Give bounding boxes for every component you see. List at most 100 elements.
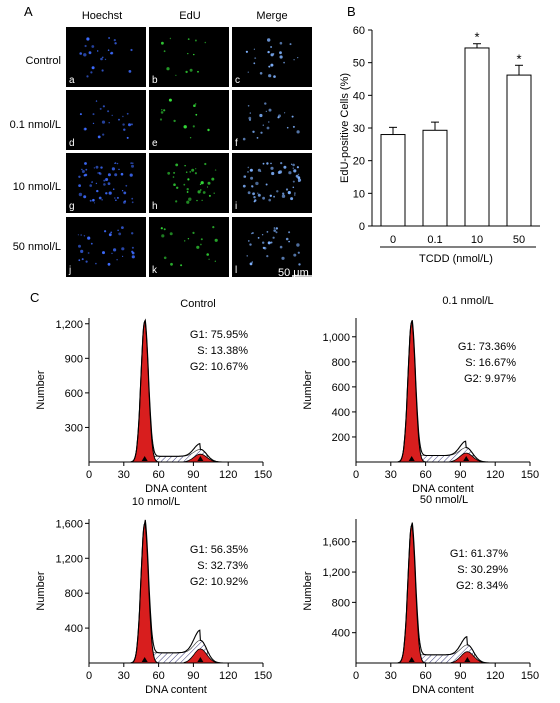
cell-speckle bbox=[270, 241, 273, 244]
cell-speckle bbox=[103, 183, 106, 186]
phase-stat: S: 30.29% bbox=[457, 564, 508, 576]
cell-speckle bbox=[270, 166, 274, 170]
micro-tile bbox=[232, 153, 312, 213]
cell-speckle bbox=[252, 192, 256, 196]
cell-speckle bbox=[259, 72, 263, 75]
cell-speckle bbox=[114, 197, 116, 199]
cell-speckle bbox=[256, 137, 259, 139]
cell-speckle bbox=[257, 192, 259, 194]
cell-speckle bbox=[257, 193, 261, 197]
cell-speckle bbox=[93, 167, 96, 169]
cell-speckle bbox=[81, 170, 85, 173]
phase-stat: G2: 9.97% bbox=[464, 373, 516, 385]
cell-speckle bbox=[291, 163, 293, 165]
cell-speckle bbox=[163, 256, 167, 260]
x-tick-label: 120 bbox=[219, 469, 237, 481]
cell-speckle bbox=[121, 190, 124, 192]
cell-speckle bbox=[122, 255, 124, 257]
cell-speckle bbox=[86, 75, 89, 78]
cell-speckle bbox=[105, 192, 108, 195]
row-label-0-1: 0.1 nmol/L bbox=[10, 119, 61, 131]
cell-speckle bbox=[293, 169, 297, 173]
x-tick-label: 30 bbox=[118, 469, 130, 481]
cell-speckle bbox=[107, 49, 110, 51]
cell-speckle bbox=[204, 162, 207, 166]
y-axis-label: EdU-positive Cells (%) bbox=[339, 73, 351, 183]
x-tick-label: 150 bbox=[521, 469, 539, 481]
cell-speckle bbox=[292, 163, 295, 167]
cell-speckle bbox=[77, 234, 79, 236]
cell-speckle bbox=[118, 168, 120, 171]
cell-speckle bbox=[176, 186, 179, 189]
tile-letter: d bbox=[69, 138, 75, 149]
cell-speckle bbox=[114, 173, 118, 177]
cell-speckle bbox=[132, 162, 134, 164]
y-tick-label: 200 bbox=[332, 432, 350, 444]
cell-speckle bbox=[131, 164, 134, 168]
cell-speckle bbox=[279, 41, 283, 45]
cell-speckle bbox=[169, 37, 172, 40]
cell-speckle bbox=[187, 238, 190, 240]
cell-speckle bbox=[180, 264, 183, 267]
cell-speckle bbox=[291, 115, 294, 118]
cell-speckle bbox=[193, 104, 196, 107]
model-envelope bbox=[130, 519, 224, 664]
cell-speckle bbox=[282, 192, 285, 195]
cell-speckle bbox=[288, 240, 290, 243]
cell-speckle bbox=[266, 231, 269, 233]
cell-speckle bbox=[90, 242, 93, 245]
col-header-merge: Merge bbox=[256, 10, 287, 22]
phase-stat: G1: 75.95% bbox=[190, 329, 248, 341]
cell-speckle bbox=[183, 125, 187, 129]
x-axis-label: DNA content bbox=[145, 684, 207, 696]
y-tick-label: 300 bbox=[65, 422, 83, 434]
y-tick-label: 400 bbox=[332, 628, 350, 640]
cell-speckle bbox=[173, 183, 176, 186]
cell-speckle bbox=[206, 186, 209, 188]
row-label-50: 50 nmol/L bbox=[13, 241, 61, 253]
cell-speckle bbox=[214, 238, 218, 242]
cell-speckle bbox=[195, 113, 198, 116]
x-tick-label: 90 bbox=[187, 469, 199, 481]
cell-speckle bbox=[79, 52, 82, 55]
cell-speckle bbox=[123, 191, 127, 195]
cell-speckle bbox=[85, 260, 88, 263]
cell-speckle bbox=[260, 131, 263, 134]
cell-speckle bbox=[130, 48, 133, 52]
x-axis-label: TCDD (nmol/L) bbox=[419, 253, 493, 265]
cell-speckle bbox=[251, 232, 254, 234]
cell-speckle bbox=[268, 65, 271, 68]
cell-speckle bbox=[103, 179, 106, 182]
cell-speckle bbox=[173, 119, 176, 123]
cell-speckle bbox=[78, 175, 81, 178]
col-header-edu: EdU bbox=[179, 10, 200, 22]
cell-speckle bbox=[173, 171, 176, 174]
cell-speckle bbox=[192, 231, 195, 234]
cell-speckle bbox=[284, 112, 286, 114]
cell-speckle bbox=[273, 195, 275, 198]
cell-speckle bbox=[83, 235, 86, 237]
cell-speckle bbox=[245, 50, 248, 53]
cell-speckle bbox=[278, 170, 283, 174]
cell-speckle bbox=[272, 236, 275, 239]
cell-speckle bbox=[172, 176, 175, 178]
cell-speckle bbox=[131, 251, 135, 255]
cell-speckle bbox=[99, 107, 102, 110]
x-tick-label: 90 bbox=[454, 469, 466, 481]
tile-letter: b bbox=[152, 75, 158, 86]
cell-speckle bbox=[213, 192, 215, 194]
cell-speckle bbox=[116, 259, 118, 261]
cell-speckle bbox=[92, 198, 95, 202]
cell-speckle bbox=[244, 175, 246, 178]
y-tick-label: 600 bbox=[332, 382, 350, 394]
y-tick-label: 1,000 bbox=[322, 332, 350, 344]
cell-speckle bbox=[189, 137, 192, 139]
micro-tile bbox=[149, 153, 229, 213]
cell-speckle bbox=[97, 135, 101, 139]
cell-speckle bbox=[83, 53, 87, 57]
panel-label-c: C bbox=[30, 290, 39, 305]
cell-speckle bbox=[197, 190, 201, 194]
x-tick-label: 0.1 bbox=[427, 234, 442, 246]
cell-speckle bbox=[257, 168, 261, 172]
cell-speckle bbox=[185, 171, 188, 173]
